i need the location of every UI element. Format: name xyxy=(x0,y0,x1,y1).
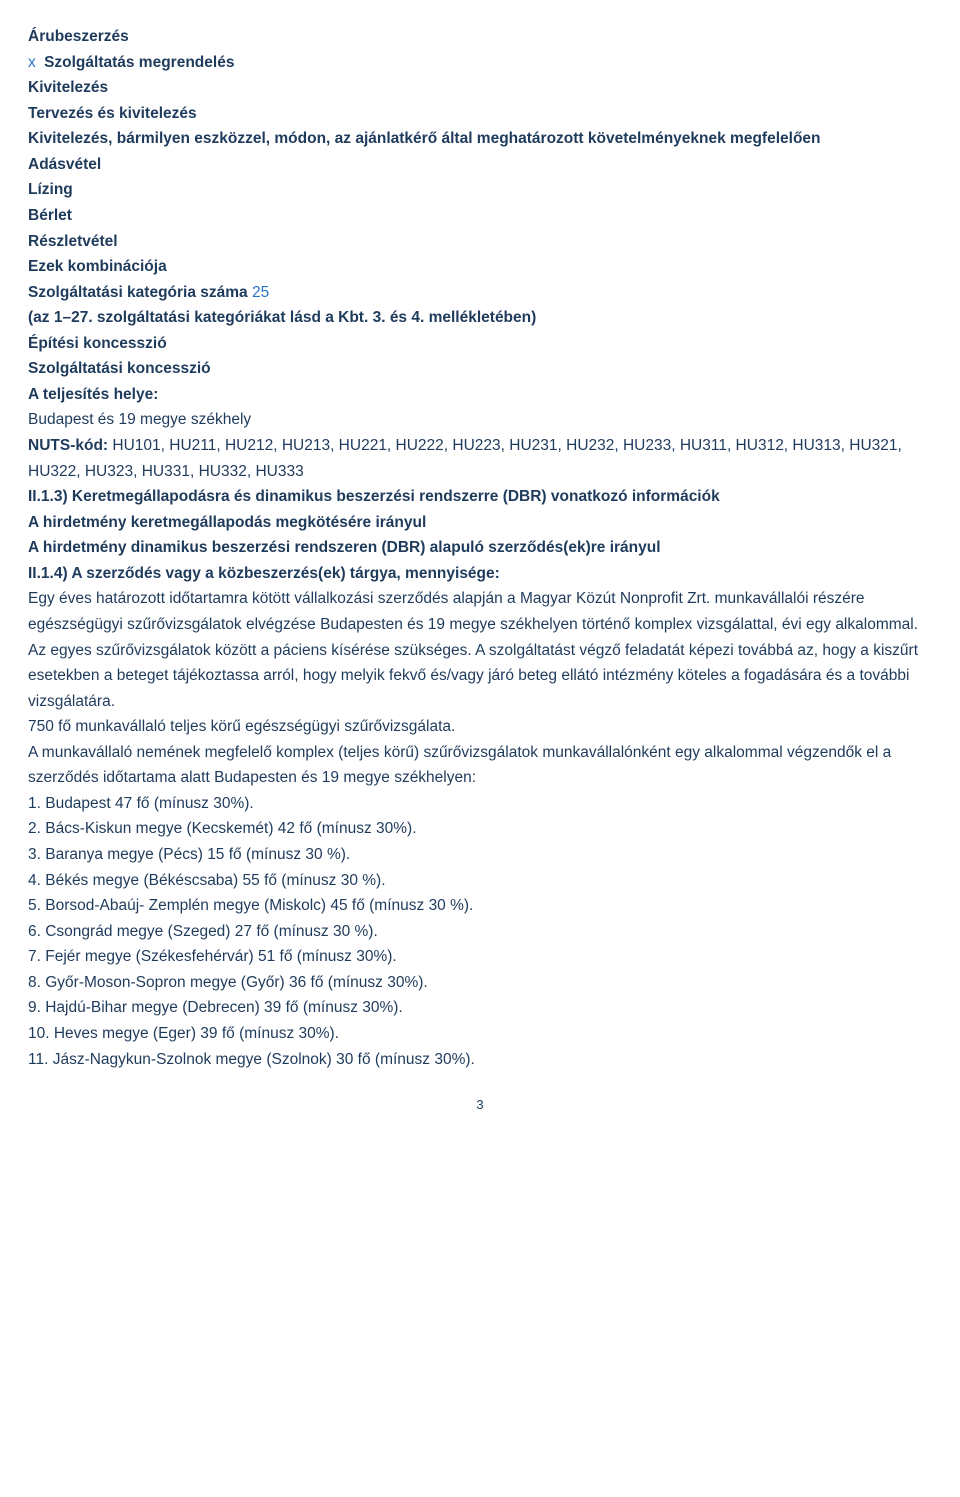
option-adasvetel: Adásvétel xyxy=(28,152,932,178)
selected-marker: x xyxy=(28,54,36,71)
option-berlet: Bérlet xyxy=(28,203,932,229)
option-ezek-kombinacioja: Ezek kombinációja xyxy=(28,254,932,280)
list-item-9: 9. Hajdú-Bihar megye (Debrecen) 39 fő (m… xyxy=(28,995,932,1021)
option-kivitelezes-barmilyen: Kivitelezés, bármilyen eszközzel, módon,… xyxy=(28,126,932,152)
body-p2: 750 fő munkavállaló teljes körű egészség… xyxy=(28,714,932,740)
list-item-6: 6. Csongrád megye (Szeged) 27 fő (mínusz… xyxy=(28,919,932,945)
list-item-8: 8. Győr-Moson-Sopron megye (Győr) 36 fő … xyxy=(28,970,932,996)
nuts-line: NUTS-kód: HU101, HU211, HU212, HU213, HU… xyxy=(28,433,932,484)
list-item-2: 2. Bács-Kiskun megye (Kecskemét) 42 fő (… xyxy=(28,816,932,842)
list-item-11: 11. Jász-Nagykun-Szolnok megye (Szolnok)… xyxy=(28,1047,932,1073)
option-arubeszerzes: Árubeszerzés xyxy=(28,24,932,50)
option-reszletvetel: Részletvétel xyxy=(28,229,932,255)
nuts-codes: HU101, HU211, HU212, HU213, HU221, HU222… xyxy=(28,437,902,480)
list-item-10: 10. Heves megye (Eger) 39 fő (mínusz 30%… xyxy=(28,1021,932,1047)
ii13-line1: A hirdetmény keretmegállapodás megkötésé… xyxy=(28,510,932,536)
list-item-3: 3. Baranya megye (Pécs) 15 fő (mínusz 30… xyxy=(28,842,932,868)
page-number: 3 xyxy=(28,1094,932,1115)
option-szolgaltatas-megrendeles: x Szolgáltatás megrendelés xyxy=(28,50,932,76)
place-value: Budapest és 19 megye székhely xyxy=(28,407,932,433)
option-lizing: Lízing xyxy=(28,177,932,203)
body-p3: A munkavállaló nemének megfelelő komplex… xyxy=(28,740,932,791)
ii14-heading: II.1.4) A szerződés vagy a közbeszerzés(… xyxy=(28,561,932,587)
body-p1: Egy éves határozott időtartamra kötött v… xyxy=(28,586,932,714)
service-category-note: (az 1–27. szolgáltatási kategóriákat lás… xyxy=(28,305,932,331)
list-item-4: 4. Békés megye (Békéscsaba) 55 fő (mínus… xyxy=(28,868,932,894)
list-item-1: 1. Budapest 47 fő (mínusz 30%). xyxy=(28,791,932,817)
service-category-prefix: Szolgáltatási kategória száma xyxy=(28,284,252,301)
option-tervezes-kivitelezes: Tervezés és kivitelezés xyxy=(28,101,932,127)
epitesi-koncesszio: Építési koncesszió xyxy=(28,331,932,357)
ii13-line2: A hirdetmény dinamikus beszerzési rendsz… xyxy=(28,535,932,561)
szolgaltatasi-koncesszio: Szolgáltatási koncesszió xyxy=(28,356,932,382)
service-category-line: Szolgáltatási kategória száma 25 xyxy=(28,280,932,306)
list-item-5: 5. Borsod-Abaúj- Zemplén megye (Miskolc)… xyxy=(28,893,932,919)
nuts-label: NUTS-kód: xyxy=(28,437,112,454)
place-label: A teljesítés helye: xyxy=(28,382,932,408)
option-szolgaltatas-megrendeles-label: Szolgáltatás megrendelés xyxy=(44,54,234,71)
ii13-heading: II.1.3) Keretmegállapodásra és dinamikus… xyxy=(28,484,932,510)
list-item-7: 7. Fejér megye (Székesfehérvár) 51 fő (m… xyxy=(28,944,932,970)
service-category-number: 25 xyxy=(252,284,269,301)
option-kivitelezes: Kivitelezés xyxy=(28,75,932,101)
